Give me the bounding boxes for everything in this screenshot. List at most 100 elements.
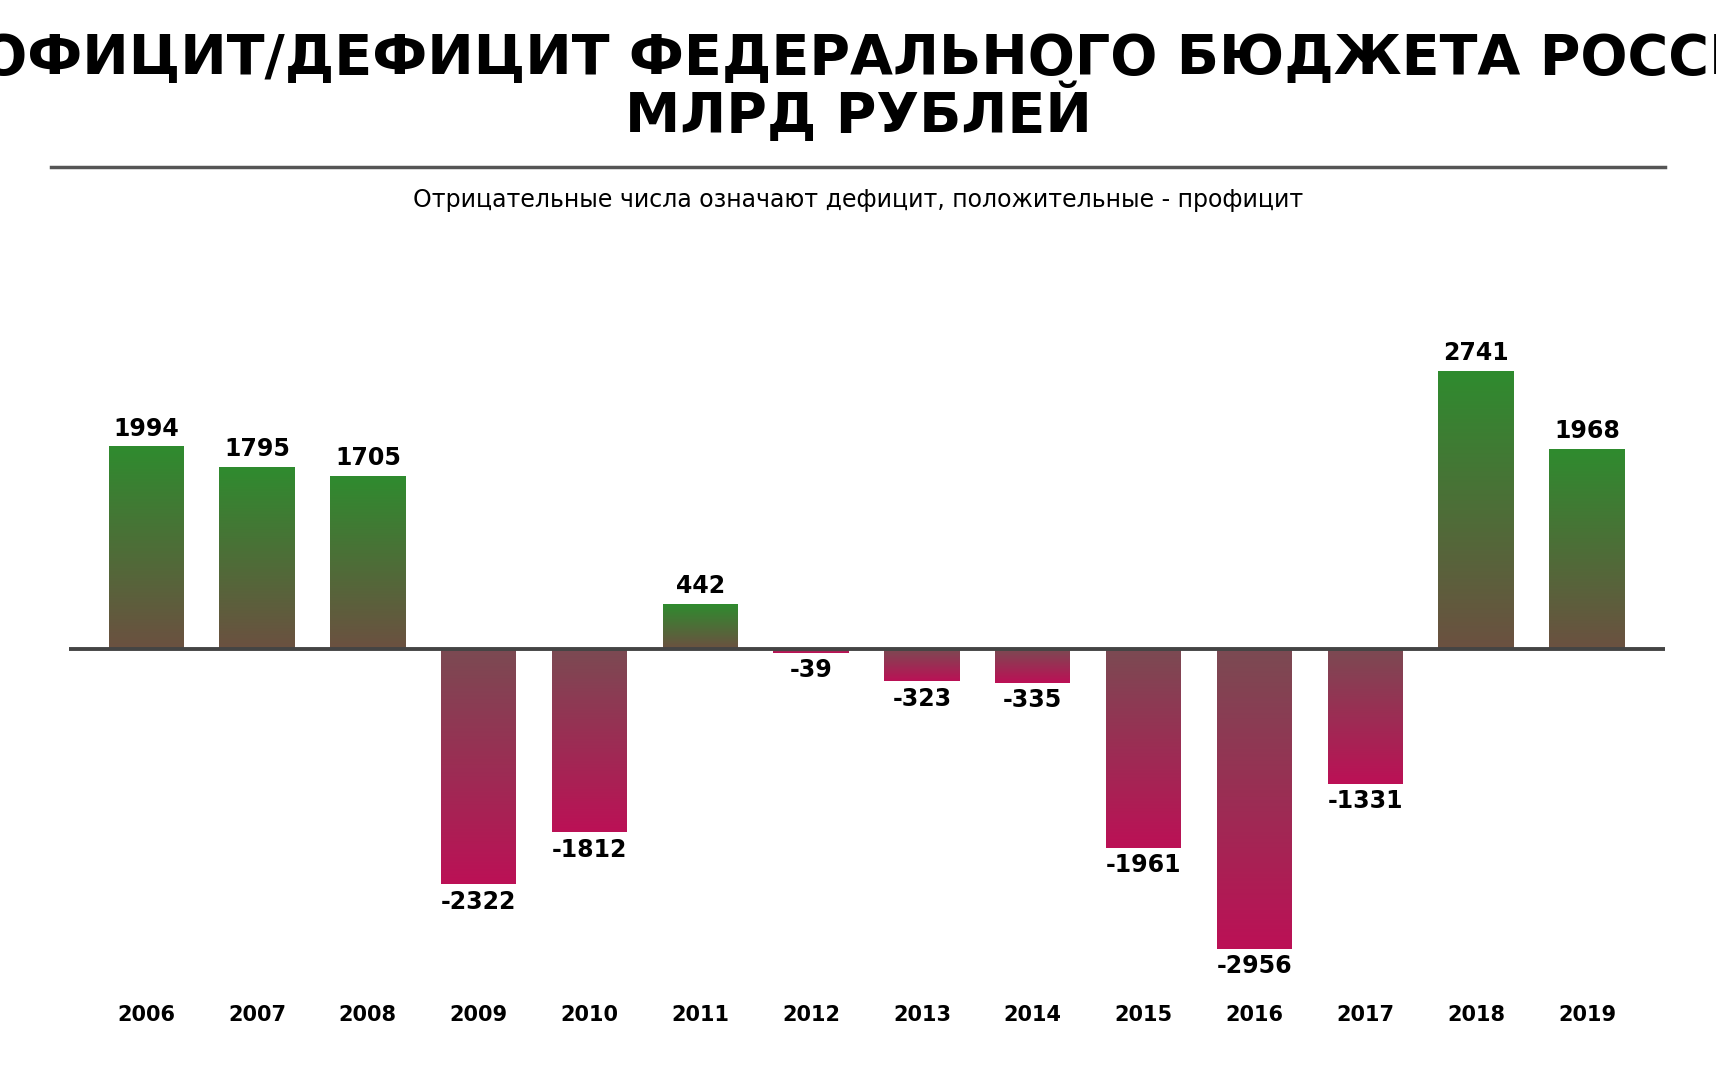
Bar — [1217, 926, 1292, 928]
Bar — [1217, 789, 1292, 792]
Bar — [441, 794, 517, 795]
Bar — [1438, 610, 1514, 611]
Bar — [1217, 725, 1292, 727]
Bar — [1217, 901, 1292, 902]
Bar — [1217, 842, 1292, 843]
Bar — [441, 865, 517, 866]
Bar — [1438, 414, 1514, 415]
Text: 442: 442 — [676, 575, 724, 598]
Bar — [1217, 742, 1292, 743]
Bar — [441, 753, 517, 754]
Bar — [1438, 621, 1514, 622]
Bar — [1438, 440, 1514, 442]
Bar — [1438, 451, 1514, 453]
Bar — [1217, 673, 1292, 674]
Bar — [1438, 400, 1514, 401]
Bar — [1438, 581, 1514, 582]
Bar — [1438, 575, 1514, 577]
Bar — [441, 731, 517, 732]
Bar — [1438, 456, 1514, 457]
Bar — [441, 787, 517, 788]
Bar — [1438, 436, 1514, 437]
Bar — [1217, 921, 1292, 923]
Bar — [441, 715, 517, 716]
Bar — [441, 659, 517, 661]
Text: МЛРД РУБЛЕЙ: МЛРД РУБЛЕЙ — [625, 83, 1091, 144]
Text: -39: -39 — [789, 658, 832, 683]
Bar — [441, 781, 517, 782]
Bar — [441, 862, 517, 863]
Bar — [1438, 454, 1514, 456]
Bar — [441, 796, 517, 797]
Bar — [1438, 519, 1514, 521]
Bar — [441, 835, 517, 836]
Bar — [1217, 848, 1292, 850]
Bar — [1217, 765, 1292, 766]
Bar — [441, 807, 517, 808]
Bar — [1217, 766, 1292, 767]
Bar — [441, 716, 517, 717]
Bar — [441, 725, 517, 727]
Bar — [441, 718, 517, 719]
Bar — [1217, 734, 1292, 735]
Bar — [1438, 521, 1514, 522]
Bar — [1217, 843, 1292, 845]
Bar — [1217, 671, 1292, 673]
Bar — [1217, 858, 1292, 859]
Bar — [1438, 462, 1514, 463]
Bar — [1438, 429, 1514, 430]
Bar — [1438, 470, 1514, 471]
Bar — [1438, 501, 1514, 502]
Bar — [1217, 874, 1292, 875]
Bar — [1438, 401, 1514, 403]
Bar — [1438, 512, 1514, 514]
Bar — [1438, 528, 1514, 529]
Bar — [441, 750, 517, 751]
Bar — [1217, 836, 1292, 838]
Bar — [1438, 460, 1514, 461]
Bar — [441, 732, 517, 733]
Bar — [1438, 510, 1514, 511]
Bar — [1438, 477, 1514, 480]
Bar — [1438, 408, 1514, 409]
Bar — [441, 721, 517, 723]
Bar — [441, 697, 517, 698]
Bar — [1438, 500, 1514, 501]
Bar — [441, 861, 517, 862]
Bar — [1217, 838, 1292, 839]
Bar — [1217, 905, 1292, 906]
Bar — [441, 694, 517, 696]
Text: -323: -323 — [892, 687, 952, 711]
Text: -335: -335 — [1004, 688, 1062, 712]
Bar — [1438, 639, 1514, 640]
Bar — [441, 729, 517, 730]
Bar — [1438, 410, 1514, 413]
Bar — [441, 879, 517, 880]
Bar — [441, 847, 517, 848]
Bar — [1217, 680, 1292, 681]
Bar — [1217, 661, 1292, 662]
Bar — [1438, 536, 1514, 538]
Bar — [1217, 936, 1292, 939]
Bar — [1217, 781, 1292, 782]
Bar — [1217, 867, 1292, 869]
Bar — [441, 740, 517, 741]
Bar — [1217, 912, 1292, 913]
Bar — [441, 706, 517, 707]
Bar — [1217, 828, 1292, 831]
Bar — [441, 690, 517, 691]
Bar — [1217, 662, 1292, 663]
Bar — [1217, 769, 1292, 770]
Bar — [441, 820, 517, 821]
Bar — [441, 708, 517, 710]
Bar — [441, 757, 517, 758]
Bar — [441, 737, 517, 738]
Bar — [1217, 840, 1292, 842]
Bar — [441, 700, 517, 701]
Bar — [1217, 657, 1292, 658]
Bar — [1438, 515, 1514, 516]
Bar — [1438, 372, 1514, 374]
Bar — [1438, 409, 1514, 410]
Bar — [441, 845, 517, 846]
Bar — [441, 823, 517, 824]
